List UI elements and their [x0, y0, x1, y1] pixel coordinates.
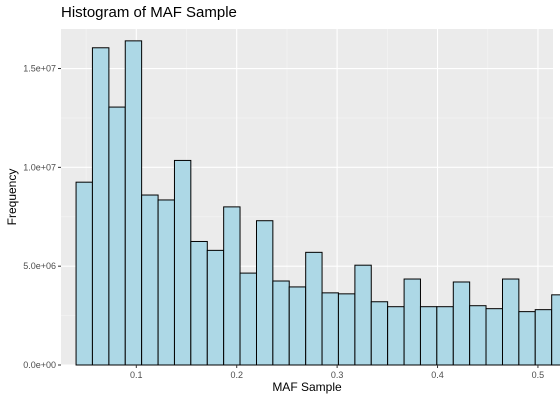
histogram-bar: [173, 159, 192, 366]
histogram-bar: [551, 294, 560, 366]
histogram-bar: [141, 194, 159, 366]
histogram-bar: [223, 206, 241, 366]
chart-title: Histogram of MAF Sample: [61, 4, 237, 21]
histogram-bar: [354, 264, 372, 366]
y-tick-label: 0.0e+00: [23, 360, 56, 370]
histogram-bar: [501, 278, 520, 366]
x-tick-label: 0.4: [431, 370, 444, 380]
histogram-bar: [288, 286, 307, 366]
y-axis-ticks: 0.0e+00 5.0e+06 1.0e+07 1.5e+07: [23, 64, 61, 370]
y-tick-label: 5.0e+06: [23, 261, 56, 271]
histogram-bar: [305, 251, 323, 366]
y-tick-label: 1.5e+07: [23, 64, 56, 74]
histogram-bar: [452, 281, 471, 366]
histogram-bar: [436, 306, 454, 366]
histogram-bar: [518, 311, 536, 366]
y-axis-title: Frequency: [5, 169, 19, 226]
histogram-bar: [469, 305, 487, 366]
x-tick-label: 0.3: [331, 370, 344, 380]
histogram-bar: [534, 309, 553, 366]
histogram-bar: [75, 181, 93, 366]
histogram-bar: [419, 306, 438, 366]
histogram-bar: [206, 249, 225, 366]
histogram-bar: [272, 280, 290, 366]
histogram-bar: [239, 272, 257, 366]
histogram-bar: [108, 106, 126, 366]
histogram-bar: [124, 40, 143, 366]
x-axis-title: MAF Sample: [272, 380, 342, 394]
histogram-bar: [387, 306, 405, 366]
x-tick-label: 0.1: [130, 370, 143, 380]
histogram-bar: [190, 240, 208, 366]
histogram-bar: [255, 220, 274, 366]
x-tick-label: 0.5: [532, 370, 545, 380]
histogram-bar: [337, 293, 356, 366]
histogram-bar: [370, 301, 389, 366]
y-tick-label: 1.0e+07: [23, 162, 56, 172]
histogram-bar: [403, 278, 421, 366]
histogram-bar: [321, 292, 339, 366]
histogram-bar: [157, 199, 175, 366]
histogram-bar: [485, 308, 503, 366]
histogram-bar: [91, 47, 110, 366]
x-axis-ticks: 0.1 0.2 0.3 0.4 0.5: [130, 365, 544, 380]
x-tick-label: 0.2: [230, 370, 243, 380]
histogram-bars: [75, 40, 560, 366]
